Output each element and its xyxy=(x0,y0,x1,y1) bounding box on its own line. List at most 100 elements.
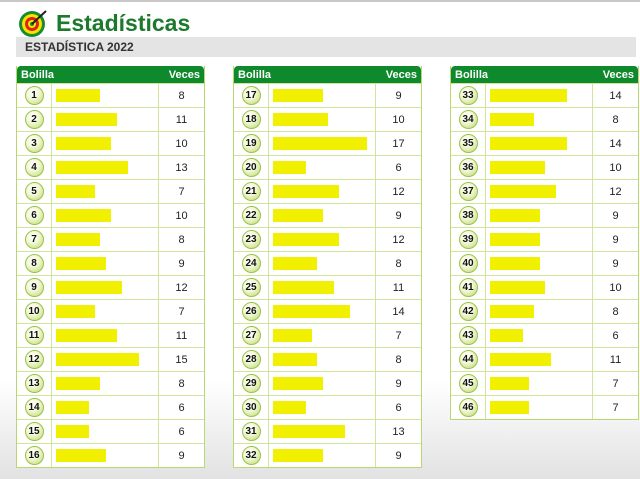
frequency-bar xyxy=(56,305,95,318)
ball-number: 37 xyxy=(458,182,478,201)
ball-number: 16 xyxy=(24,446,44,465)
count-value: 7 xyxy=(395,329,402,342)
table-row: 36 10 xyxy=(451,155,638,179)
ball-number: 36 xyxy=(458,158,478,177)
table-row: 38 9 xyxy=(451,203,638,227)
table-row: 32 9 xyxy=(234,443,421,467)
frequency-bar xyxy=(56,137,111,150)
section-title: ESTADÍSTICA 2022 xyxy=(16,37,636,57)
ball-number: 8 xyxy=(24,254,44,273)
stats-table-1: Bolilla Veces 1 8 2 11 3 10 4 13 5 7 6 10 7 8 8 9 9 12 10 7 11… xyxy=(16,66,205,468)
ball-number: 11 xyxy=(24,326,44,345)
header-number: Bolilla xyxy=(21,68,55,81)
count-value: 10 xyxy=(175,209,188,222)
table-row: 11 11 xyxy=(17,323,204,347)
frequency-bar xyxy=(490,137,567,150)
count-value: 7 xyxy=(178,305,185,318)
table-row: 46 7 xyxy=(451,395,638,419)
ball-number: 42 xyxy=(458,302,478,321)
frequency-bar xyxy=(273,377,323,390)
ball-number: 18 xyxy=(241,110,261,129)
count-value: 8 xyxy=(178,377,185,390)
table-row: 42 8 xyxy=(451,299,638,323)
count-value: 8 xyxy=(178,233,185,246)
ball-number: 30 xyxy=(241,398,261,417)
ball-number: 10 xyxy=(24,302,44,321)
frequency-bar xyxy=(490,377,529,390)
ball-number: 38 xyxy=(458,206,478,225)
count-value: 11 xyxy=(175,113,188,126)
ball-number: 21 xyxy=(241,182,261,201)
header-number: Bolilla xyxy=(238,68,272,81)
frequency-bar xyxy=(273,329,312,342)
count-value: 10 xyxy=(175,137,188,150)
frequency-bar xyxy=(273,401,306,414)
ball-number: 46 xyxy=(458,398,478,417)
frequency-bar xyxy=(490,281,545,294)
table-row: 28 8 xyxy=(234,347,421,371)
ball-number: 9 xyxy=(24,278,44,297)
count-value: 7 xyxy=(612,377,619,390)
table-row: 15 6 xyxy=(17,419,204,443)
ball-number: 29 xyxy=(241,374,261,393)
frequency-bar xyxy=(56,377,100,390)
count-value: 6 xyxy=(612,329,619,342)
frequency-bar xyxy=(56,233,100,246)
ball-number: 3 xyxy=(24,134,44,153)
frequency-bar xyxy=(273,449,323,462)
table-row: 12 15 xyxy=(17,347,204,371)
table-row: 30 6 xyxy=(234,395,421,419)
count-value: 7 xyxy=(612,401,619,414)
table-row: 22 9 xyxy=(234,203,421,227)
ball-number: 15 xyxy=(24,422,44,441)
ball-number: 44 xyxy=(458,350,478,369)
frequency-bar xyxy=(273,113,328,126)
frequency-bar xyxy=(273,89,323,102)
ball-number: 26 xyxy=(241,302,261,321)
count-value: 6 xyxy=(395,161,402,174)
count-value: 8 xyxy=(395,257,402,270)
ball-number: 22 xyxy=(241,206,261,225)
table-row: 10 7 xyxy=(17,299,204,323)
header-number: Bolilla xyxy=(455,68,489,81)
table-row: 3 10 xyxy=(17,131,204,155)
frequency-bar xyxy=(273,137,367,150)
ball-number: 34 xyxy=(458,110,478,129)
table-row: 25 11 xyxy=(234,275,421,299)
ball-number: 35 xyxy=(458,134,478,153)
frequency-bar xyxy=(490,209,540,222)
frequency-bar xyxy=(273,209,323,222)
count-value: 7 xyxy=(178,185,185,198)
table-row: 40 9 xyxy=(451,251,638,275)
ball-number: 2 xyxy=(24,110,44,129)
table-row: 31 13 xyxy=(234,419,421,443)
ball-number: 5 xyxy=(24,182,44,201)
ball-number: 32 xyxy=(241,446,261,465)
frequency-bar xyxy=(490,305,534,318)
table-header: Bolilla Veces xyxy=(451,66,638,83)
count-value: 15 xyxy=(175,353,188,366)
frequency-bar xyxy=(273,425,345,438)
table-row: 9 12 xyxy=(17,275,204,299)
count-value: 11 xyxy=(175,329,188,342)
count-value: 10 xyxy=(609,161,622,174)
table-row: 19 17 xyxy=(234,131,421,155)
header-count: Veces xyxy=(385,68,417,81)
count-value: 9 xyxy=(395,89,402,102)
ball-number: 40 xyxy=(458,254,478,273)
ball-number: 33 xyxy=(458,86,478,105)
target-logo-icon xyxy=(19,10,47,37)
count-value: 9 xyxy=(395,449,402,462)
table-header: Bolilla Veces xyxy=(17,66,204,83)
table-row: 17 9 xyxy=(234,83,421,107)
frequency-bar xyxy=(490,185,556,198)
table-row: 23 12 xyxy=(234,227,421,251)
table-row: 13 8 xyxy=(17,371,204,395)
table-header: Bolilla Veces xyxy=(234,66,421,83)
ball-number: 23 xyxy=(241,230,261,249)
table-row: 45 7 xyxy=(451,371,638,395)
table-row: 14 6 xyxy=(17,395,204,419)
frequency-bar xyxy=(56,161,128,174)
